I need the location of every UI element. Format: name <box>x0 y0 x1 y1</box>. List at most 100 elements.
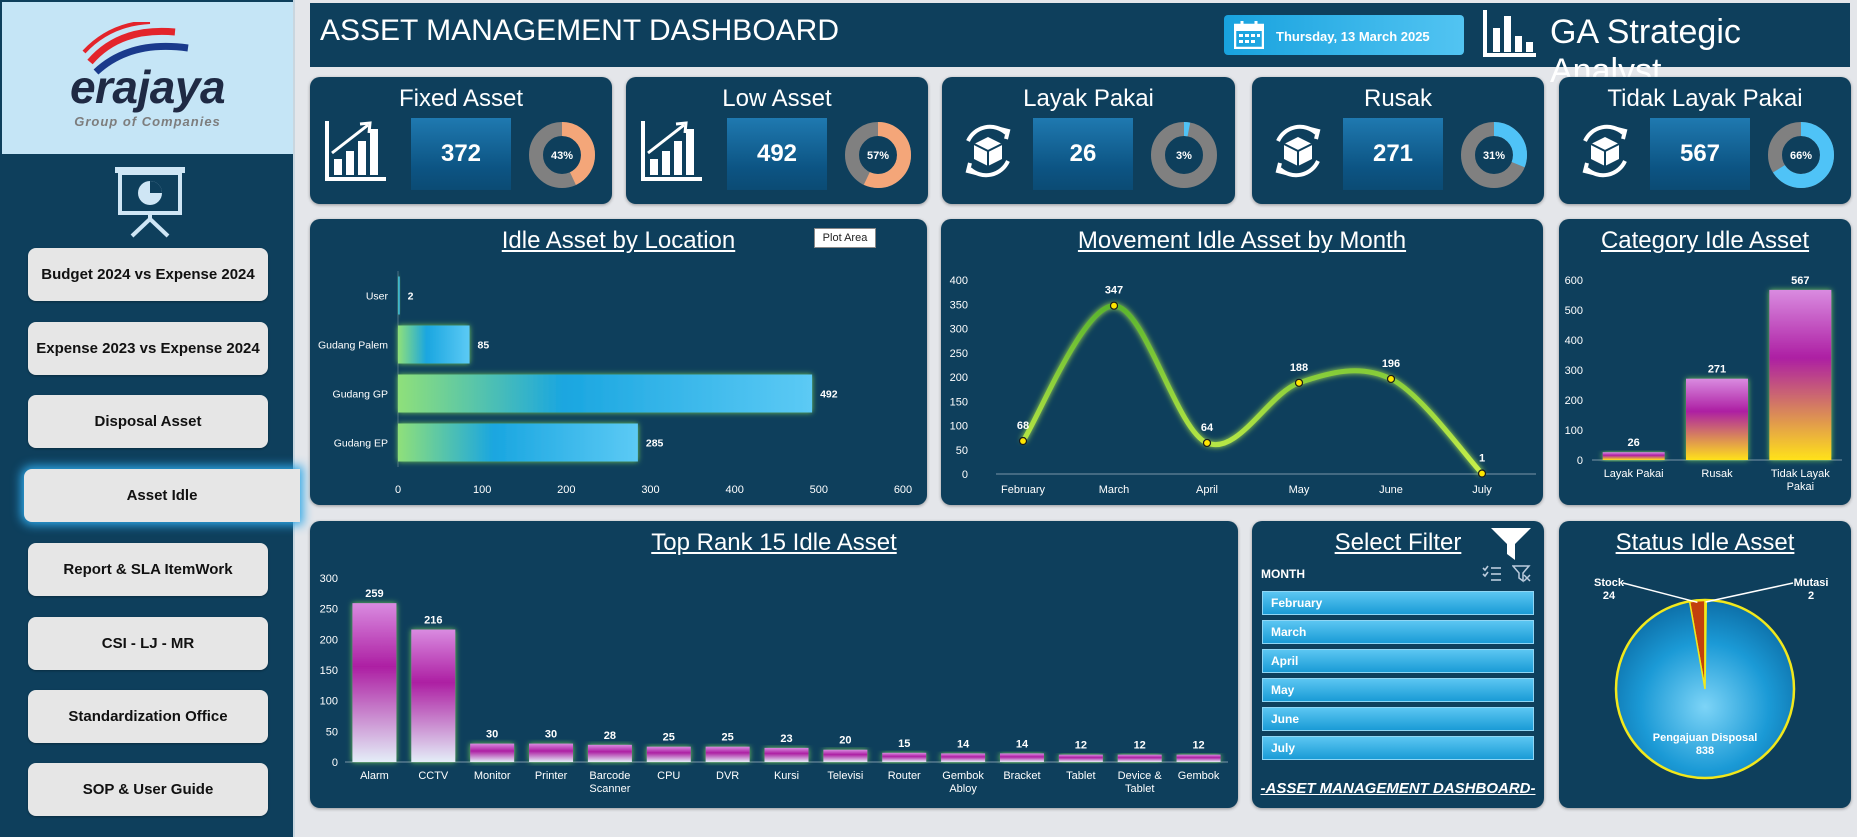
data-label: 12 <box>1075 740 1087 752</box>
x-tick-label: 600 <box>894 484 912 496</box>
filter-option[interactable]: July <box>1262 736 1534 760</box>
y-tick-label: 200 <box>950 372 968 384</box>
nav-csi-lj-mr[interactable]: CSI - LJ - MR <box>28 617 268 670</box>
leader-line <box>1705 582 1794 603</box>
bar <box>823 749 868 762</box>
y-tick-label: 400 <box>1565 335 1583 347</box>
x-tick-label: Monitor <box>474 770 511 782</box>
nav-disposal-asset[interactable]: Disposal Asset <box>28 395 268 448</box>
bar <box>999 753 1044 762</box>
date-text: Thursday, 13 March 2025 <box>1276 29 1430 44</box>
bar <box>941 753 986 762</box>
y-tick-label: 150 <box>320 665 338 677</box>
filter-footer: -ASSET MANAGEMENT DASHBOARD- <box>1260 780 1536 797</box>
data-label: 14 <box>1016 738 1029 750</box>
bar <box>882 752 927 762</box>
category-label: Gudang EP <box>334 438 388 450</box>
chart-title-location: Idle Asset by Location <box>501 227 736 254</box>
x-tick-label: 500 <box>810 484 828 496</box>
chart-title-category: Category Idle Asset <box>1600 227 1810 254</box>
x-tick-label: March <box>1099 484 1130 496</box>
kpi-donut-fill <box>1768 122 1834 188</box>
pie-outline <box>1614 598 1796 780</box>
clear-filter-icon[interactable] <box>1512 565 1532 583</box>
leader-line <box>1622 582 1698 604</box>
x-tick-label: Scanner <box>589 783 630 795</box>
bar <box>398 374 813 413</box>
x-tick-label: Pakai <box>1787 481 1815 493</box>
data-point <box>1386 374 1396 384</box>
y-tick-label: 250 <box>950 348 968 360</box>
data-label: 68 <box>1017 420 1029 432</box>
nav-asset-idle[interactable]: Asset Idle <box>24 469 300 522</box>
x-tick-label: CPU <box>657 770 680 782</box>
x-tick-label: February <box>1001 484 1046 496</box>
kpi-value: 271 <box>1343 118 1443 190</box>
multi-select-icon[interactable] <box>1482 565 1502 583</box>
chart-title-movement: Movement Idle Asset by Month <box>1077 227 1407 254</box>
x-tick-label: Tablet <box>1125 783 1154 795</box>
x-tick-label: Gembok <box>942 770 984 782</box>
x-tick-label: Abloy <box>949 783 977 795</box>
bar-chart-icon <box>1483 10 1536 57</box>
filter-option[interactable]: April <box>1262 649 1534 673</box>
y-tick-label: 600 <box>1565 275 1583 287</box>
data-label: 271 <box>1708 364 1726 376</box>
x-tick-label: Tidak Layak <box>1771 468 1830 480</box>
chart-movement-svg[interactable]: 0 50 100 150 200 250 300 350 400 February 68 March 3… <box>941 219 1543 505</box>
y-tick-label: 50 <box>326 726 338 738</box>
chart-category-svg[interactable]: 0 100 200 300 400 500 600 26 Layak Pakai 271 Rusak… <box>1559 219 1851 505</box>
nav-report-sla[interactable]: Report & SLA ItemWork <box>28 543 268 596</box>
presentation-chart-icon <box>115 167 185 238</box>
funnel-icon <box>1491 528 1531 560</box>
data-point <box>1202 438 1212 448</box>
filter-title: Select Filter <box>1334 529 1462 556</box>
kpi-donut-label: 66% <box>1790 150 1812 162</box>
kpi-value: 492 <box>727 118 827 190</box>
kpi-title: Rusak <box>1363 85 1433 112</box>
pie-value: 24 <box>1603 590 1616 602</box>
data-point <box>1477 469 1487 478</box>
kpi-donut-label: 3% <box>1176 150 1192 162</box>
series-line <box>1020 303 1484 476</box>
chart-location-svg[interactable]: 0 100 200 300 400 500 600 User 2 Gudang Palem 85 Gu… <box>310 219 927 505</box>
filter-option[interactable]: May <box>1262 678 1534 702</box>
y-tick-label: 100 <box>950 421 968 433</box>
data-label: 196 <box>1382 358 1400 370</box>
kpi-title: Layak Pakai <box>1023 85 1154 112</box>
nav-budget-vs-expense-2024[interactable]: Budget 2024 vs Expense 2024 <box>28 248 268 301</box>
box-cycle-icon <box>965 124 1011 178</box>
data-label: 15 <box>898 738 910 750</box>
y-tick-label: 50 <box>956 445 968 457</box>
filter-option[interactable]: June <box>1262 707 1534 731</box>
bar <box>1058 754 1103 762</box>
filter-field-label: MONTH <box>1261 567 1305 581</box>
nav-expense-2023-vs-2024[interactable]: Expense 2023 vs Expense 2024 <box>28 322 268 375</box>
y-tick-label: 300 <box>320 573 338 585</box>
kpi-title: Fixed Asset <box>398 85 524 112</box>
pie-label: Pengajuan Disposal <box>1653 732 1758 744</box>
nav-sop-user-guide[interactable]: SOP & User Guide <box>28 763 268 816</box>
bar <box>764 747 809 762</box>
bar <box>398 325 470 364</box>
kpi-panel-3: Rusak 271 31% <box>1252 77 1544 204</box>
kpi-donut-label: 57% <box>867 150 889 162</box>
bar <box>352 603 397 762</box>
kpi-panel-4: Tidak Layak Pakai 567 66% <box>1559 77 1851 204</box>
x-tick-label: Layak Pakai <box>1604 468 1664 480</box>
filter-option[interactable]: February <box>1262 591 1534 615</box>
data-label: 2 <box>408 291 414 303</box>
data-label: 567 <box>1791 275 1809 287</box>
x-tick-label: Barcode <box>589 770 630 782</box>
nav-standardization-office[interactable]: Standardization Office <box>28 690 268 743</box>
data-label: 30 <box>545 729 557 741</box>
x-tick-label: Router <box>888 770 921 782</box>
kpi-donut: 3% <box>1151 122 1217 188</box>
chart-toprank-svg[interactable]: 0 50 100 150 200 250 300 259 Alarm 216 CCTV 30 Monit… <box>310 521 1238 808</box>
x-tick-label: 0 <box>395 484 401 496</box>
pie-label: Mutasi <box>1794 577 1829 589</box>
plot-area-tooltip: Plot Area <box>814 228 876 248</box>
kpi-panel-0: Fixed Asset 372 43% <box>310 77 612 204</box>
filter-option[interactable]: March <box>1262 620 1534 644</box>
